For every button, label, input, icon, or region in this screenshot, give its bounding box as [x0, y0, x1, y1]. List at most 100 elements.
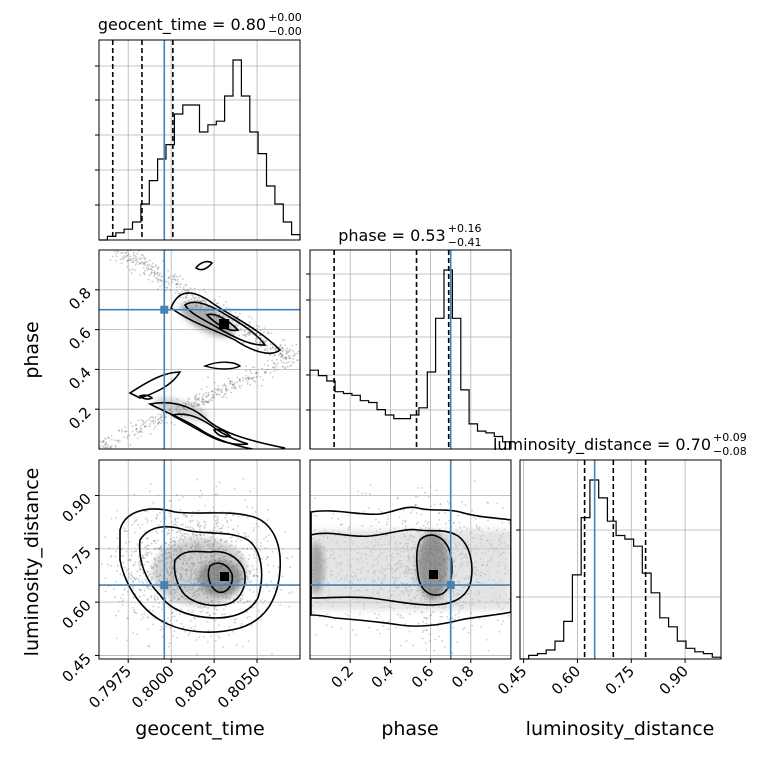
scatter-point [160, 520, 163, 523]
scatter-point [144, 553, 147, 556]
scatter-point [267, 570, 270, 573]
scatter-point [239, 625, 242, 627]
scatter-point [375, 518, 377, 521]
scatter-point [248, 327, 251, 329]
scatter-point [197, 398, 200, 401]
scatter-point [105, 442, 108, 445]
scatter-point [174, 540, 176, 543]
scatter-point [136, 427, 138, 430]
scatter-point [176, 398, 179, 401]
scatter-point [167, 283, 170, 286]
scatter-point [423, 616, 426, 619]
scatter-point [153, 595, 156, 597]
scatter-point [182, 523, 184, 526]
scatter-point [203, 534, 205, 536]
scatter-point [152, 420, 154, 423]
scatter-point [228, 382, 231, 385]
scatter-point [224, 517, 227, 519]
title-plus: +0.09 [713, 431, 747, 444]
scatter-point [272, 362, 275, 364]
scatter-point [154, 273, 156, 276]
scatter-point [187, 533, 190, 536]
scatter-point [387, 515, 390, 517]
scatter-point [233, 383, 236, 385]
scatter-point [207, 629, 210, 632]
scatter-point [242, 532, 245, 534]
scatter-point [487, 649, 490, 652]
scatter-point [255, 371, 258, 374]
scatter-point [250, 580, 252, 583]
scatter-point [357, 490, 360, 493]
tick-label: 0.45 [494, 662, 530, 698]
scatter-point [175, 283, 178, 286]
scatter-point [253, 553, 255, 556]
scatter-point [199, 534, 202, 537]
scatter-point [90, 447, 92, 449]
scatter-point [147, 644, 150, 647]
scatter-point [225, 388, 228, 391]
scatter-point [221, 396, 224, 399]
scatter-point [265, 536, 268, 539]
scatter-point [174, 523, 177, 526]
scatter-point [109, 556, 112, 558]
scatter-point [248, 331, 251, 333]
scatter-point [201, 400, 204, 403]
scatter-point [312, 611, 315, 614]
scatter-point [364, 492, 367, 495]
scatter-point [156, 547, 158, 550]
scatter-point [220, 530, 223, 533]
scatter-point [161, 608, 164, 611]
scatter-point [288, 355, 291, 357]
scatter-point [245, 369, 248, 372]
scatter-point [268, 590, 271, 592]
scatter-point [471, 509, 473, 512]
scatter-point [241, 597, 244, 600]
scatter-point [152, 266, 155, 269]
scatter-point [138, 568, 141, 571]
scatter-point [269, 347, 272, 349]
scatter-point [134, 578, 136, 580]
scatter-point [153, 548, 156, 551]
scatter-point [273, 586, 275, 589]
scatter-point [252, 575, 255, 577]
scatter-point [179, 410, 181, 412]
scatter-point [155, 530, 158, 533]
scatter-point [171, 278, 174, 281]
scatter-point [286, 347, 288, 350]
scatter-point [136, 252, 139, 255]
scatter-point [215, 302, 218, 305]
scatter-point [248, 581, 251, 584]
scatter-point [131, 430, 134, 433]
scatter-point [282, 354, 285, 357]
scatter-point [217, 521, 220, 524]
x-axis-label: luminosity_distance [526, 718, 715, 740]
scatter-point [132, 607, 134, 609]
scatter-point [301, 531, 303, 533]
scatter-point [264, 547, 267, 550]
scatter-point [195, 394, 198, 397]
scatter-point [292, 355, 295, 358]
scatter-point [193, 403, 196, 406]
scatter-point [237, 516, 240, 518]
scatter-point [168, 276, 171, 278]
scatter-point [166, 533, 169, 536]
scatter-point [197, 509, 200, 512]
panel-frame [309, 459, 512, 660]
scatter-point [143, 426, 146, 428]
scatter-point [446, 616, 449, 618]
scatter-point [196, 397, 198, 400]
contour-line [212, 428, 232, 438]
scatter-point [194, 625, 197, 628]
scatter-point [105, 441, 107, 444]
scatter-point [160, 550, 163, 552]
scatter-point [248, 377, 250, 379]
scatter-point [223, 383, 226, 386]
scatter-point [191, 404, 193, 407]
scatter-point [284, 356, 287, 359]
scatter-point [239, 380, 241, 383]
scatter-point [282, 348, 284, 351]
scatter-point [202, 394, 204, 397]
scatter-point [184, 537, 187, 540]
scatter-point [248, 332, 251, 335]
scatter-point [246, 505, 249, 508]
